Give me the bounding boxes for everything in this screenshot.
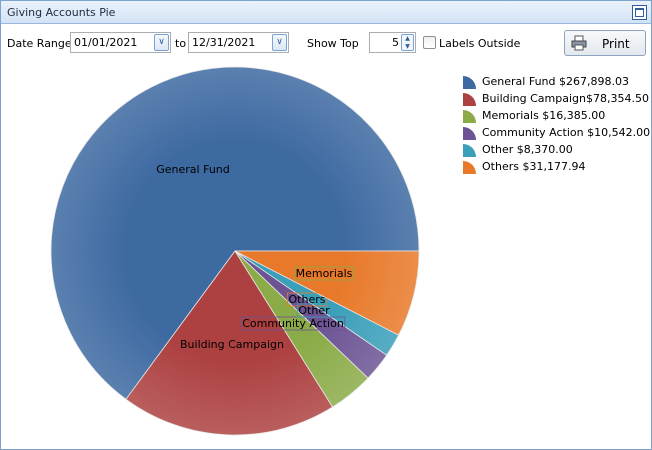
legend-swatch-icon — [463, 110, 476, 123]
show-top-label: Show Top — [307, 37, 359, 50]
legend-label: Other $8,370.00 — [482, 143, 573, 156]
show-top-stepper[interactable]: 5 ▲ ▼ — [369, 32, 416, 53]
legend-swatch-icon — [463, 127, 476, 140]
chevron-down-icon[interactable]: ∨ — [272, 34, 287, 51]
to-label: to — [175, 37, 187, 50]
legend-label: Community Action $10,542.00 — [482, 126, 651, 139]
pie-slice-building-campaign[interactable] — [125, 250, 334, 436]
slice-label: Other — [298, 304, 330, 317]
end-date-value: 12/31/2021 — [192, 36, 256, 49]
slice-label: General Fund — [156, 163, 230, 176]
start-date-value: 01/01/2021 — [74, 36, 138, 49]
legend-label: Building Campaign$78,354.50 — [482, 92, 649, 105]
slice-label-box — [294, 266, 355, 281]
slice-label-box — [296, 303, 332, 318]
legend-label: General Fund $267,898.03 — [482, 75, 629, 88]
date-range-label: Date Range — [7, 37, 72, 50]
spin-buttons[interactable]: ▲ ▼ — [401, 34, 414, 51]
legend-swatch-icon — [463, 161, 476, 174]
end-date-picker[interactable]: 12/31/2021 ∨ — [188, 32, 289, 53]
show-top-value: 5 — [392, 36, 399, 49]
printer-icon — [571, 35, 587, 51]
maximize-icon — [635, 8, 644, 17]
labels-outside-label[interactable]: Labels Outside — [439, 37, 521, 50]
chevron-down-icon[interactable]: ∨ — [154, 34, 169, 51]
legend-label: Memorials $16,385.00 — [482, 109, 606, 122]
legend-swatch-icon — [463, 144, 476, 157]
title-bar: Giving Accounts Pie — [1, 1, 651, 24]
legend-swatch-icon — [463, 93, 476, 106]
labels-outside-checkbox[interactable] — [423, 36, 436, 49]
start-date-picker[interactable]: 01/01/2021 ∨ — [70, 32, 171, 53]
print-label: Print — [602, 37, 630, 51]
slice-label: Community Action — [242, 317, 344, 330]
print-button[interactable]: Print — [564, 30, 646, 56]
slice-label-box — [240, 316, 346, 331]
slice-label: Building Campaign — [180, 338, 284, 351]
slice-label-box — [287, 292, 328, 307]
pie-chart: General Fund Building Campaign Others Memor… — [50, 66, 420, 436]
legend-label: Others $31,177.94 — [482, 160, 586, 173]
slice-label: Memorials — [296, 267, 353, 280]
legend-swatch-icon — [463, 76, 476, 89]
slice-label: Others — [289, 293, 326, 306]
pie-slice-general-fund[interactable] — [50, 66, 420, 400]
window-title: Giving Accounts Pie — [7, 6, 116, 19]
maximize-button[interactable] — [632, 5, 647, 20]
